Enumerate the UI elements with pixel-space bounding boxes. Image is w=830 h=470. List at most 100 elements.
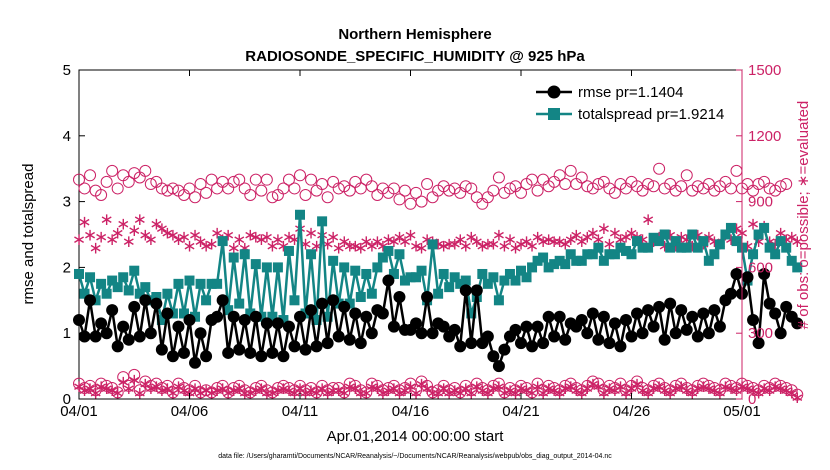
rmse-point [161,307,174,320]
rmse-point [614,340,627,353]
rmse-point [498,343,511,356]
obs-possible-point [128,368,141,381]
obs-possible-point [155,382,168,395]
totalspread-point [101,288,112,299]
totalspread-point [261,262,272,273]
obs-possible-point [288,182,301,195]
rmse-point [266,346,279,359]
rmse-point [117,320,130,333]
obs-evaluated-point: ∗ [254,379,268,399]
y-right-tick-label: 1500 [748,62,781,79]
rmse-point [365,327,378,340]
obs-evaluated-point: ∗ [409,383,423,403]
totalspread-point [482,278,493,289]
obs-evaluated-point: ∗ [77,212,91,232]
obs-evaluated-point: ∗ [575,232,589,252]
obs-evaluated-point: ∗ [635,381,649,401]
obs-evaluated-point: ∗ [94,228,108,248]
totalspread-point [527,262,538,273]
obs-evaluated-point: ∗ [624,379,638,399]
obs-evaluated-point: ∗ [315,379,329,399]
obs-evaluated-point: ∗ [249,228,263,248]
obs-possible-point [282,173,295,186]
totalspread-point [516,265,526,276]
rmse-point [327,294,340,307]
obs-evaluated-point: ∗ [88,383,102,403]
rmse-point [553,310,566,323]
obs-evaluated-point: ∗ [519,381,533,401]
rmse-point [360,310,373,323]
totalspread-point [217,236,228,247]
obs-evaluated-point: ∗ [359,383,373,403]
obs-evaluated-point: ∗ [111,383,125,403]
obs-evaluated-point: ∗ [442,383,456,403]
totalspread-point [383,245,394,256]
totalspread-point [339,262,350,273]
obs-possible-point [410,384,423,397]
totalspread-point [753,229,764,240]
obs-evaluated-point: ∗ [171,377,185,397]
totalspread-point [698,236,709,247]
obs-evaluated-point: ∗ [553,383,567,403]
obs-evaluated-point: ∗ [740,379,754,399]
rmse-point [172,320,185,333]
obs-possible-point [675,180,688,193]
y-left-tick-label: 0 [63,391,71,408]
obs-evaluated-point: ∗ [370,232,384,252]
rmse-point [708,304,721,317]
obs-possible-point [277,379,290,392]
totalspread-point [665,242,676,253]
rmse-point [487,350,500,363]
obs-evaluated-point: ∗ [387,379,401,399]
totalspread-point [609,249,620,260]
obs-possible-point [376,384,389,397]
obs-evaluated-point: ∗ [254,230,268,250]
x-tick-label: 05/01 [723,403,761,420]
obs-count-layer: ∗∗∗∗∗∗∗∗∗∗∗∗∗∗∗∗∗∗∗∗∗∗∗∗∗∗∗∗∗∗∗∗∗∗∗∗∗∗∗∗… [72,162,804,408]
totalspread-point [134,288,145,299]
rmse-point [520,320,533,333]
rmse-point [244,346,257,359]
obs-evaluated-point: ∗ [519,232,533,252]
obs-evaluated-point: ∗ [122,232,136,252]
y-axis-right-label: # of obs: o=possible; ∗=evaluated [795,101,812,330]
rmse-point [603,337,616,350]
obs-evaluated-point: ∗ [602,379,616,399]
obs-evaluated-point: ∗ [144,230,158,250]
obs-possible-point [553,169,566,182]
totalspread-point [206,278,217,289]
obs-evaluated-point: ∗ [83,226,97,246]
obs-evaluated-point: ∗ [530,228,544,248]
obs-evaluated-point: ∗ [282,228,296,248]
totalspread-point [239,249,250,260]
obs-possible-point [642,178,655,191]
totalspread-point [571,255,582,266]
obs-evaluated-point: ∗ [575,383,589,403]
totalspread-point [317,216,328,227]
y-left-tick-label: 3 [63,194,71,211]
obs-evaluated-point: ∗ [437,379,451,399]
obs-possible-point [708,382,721,395]
obs-evaluated-point: ∗ [105,230,119,250]
obs-evaluated-point: ∗ [437,236,451,256]
totalspread-point [499,275,510,286]
totalspread-point [748,249,759,260]
totalspread-point [201,295,212,306]
rmse-point [769,307,782,320]
chart-title-line2: RADIOSONDE_SPECIFIC_HUMIDITY @ 925 hPa [245,48,585,65]
obs-possible-point [492,171,505,184]
obs-evaluated-point: ∗ [155,219,169,239]
totalspread-point [632,236,643,247]
obs-evaluated-point: ∗ [536,383,550,403]
obs-possible-point [421,178,434,191]
rmse-point [415,327,428,340]
obs-evaluated-point: ∗ [177,228,191,248]
obs-possible-point [487,379,500,392]
rmse-point [448,323,461,336]
rmse-point [84,294,97,307]
obs-evaluated-point: ∗ [652,377,666,397]
rmse-point [697,307,710,320]
obs-possible-point [653,162,666,175]
x-tick-label: 04/11 [282,403,318,420]
rmse-point [454,340,467,353]
